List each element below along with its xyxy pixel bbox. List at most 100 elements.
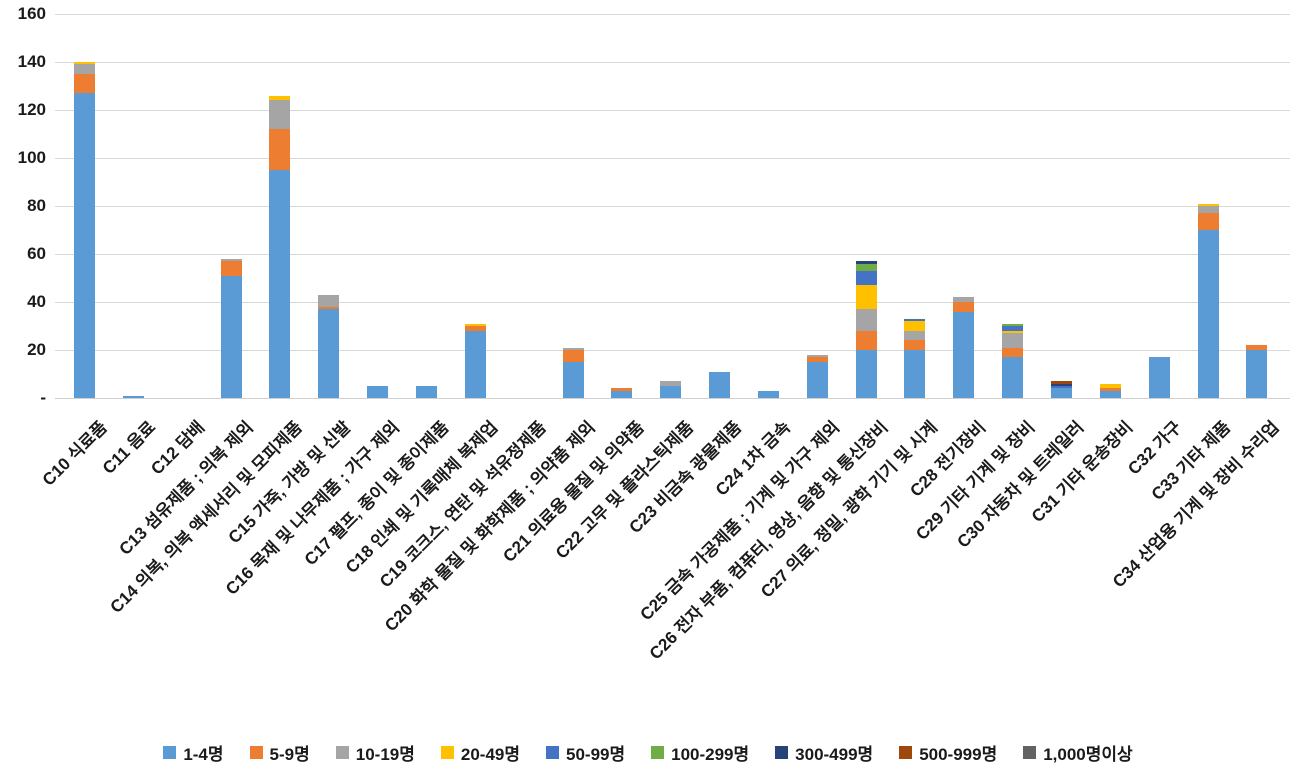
- bar-segment: [855, 261, 877, 264]
- legend-swatch-icon: [1023, 746, 1037, 759]
- legend-label: 500-999명: [919, 745, 998, 764]
- bar-segment: [464, 323, 486, 326]
- legend-item: 500-999명: [899, 740, 997, 765]
- bar-segment: [953, 297, 975, 302]
- y-tick-label: 140: [17, 52, 46, 71]
- legend-item: 1,000명이상: [1023, 740, 1133, 765]
- bar-segment: [269, 100, 291, 130]
- bar-segment: [660, 386, 682, 398]
- bar-segment: [1002, 347, 1024, 358]
- legend-label: 50-99명: [566, 745, 626, 764]
- bar-segment: [904, 330, 926, 341]
- bar-segment: [953, 311, 975, 398]
- bar-segment: [1002, 330, 1024, 334]
- gridline: [55, 14, 1290, 15]
- bar-segment: [855, 270, 877, 286]
- bar-segment: [1051, 383, 1072, 386]
- bar-segment: [855, 309, 877, 331]
- bar-segment: [220, 258, 242, 262]
- y-tick-label: 60: [27, 244, 46, 263]
- bar-segment: [1051, 386, 1072, 389]
- bar-segment: [74, 93, 95, 398]
- bar-segment: [1051, 381, 1072, 384]
- bar-segment: [122, 395, 144, 398]
- legend-label: 1,000명이상: [1043, 745, 1133, 764]
- bar-segment: [464, 330, 486, 398]
- bar-segment: [806, 362, 828, 398]
- bar-segment: [855, 263, 877, 271]
- bar-segment: [318, 294, 340, 307]
- bar-segment: [660, 381, 682, 386]
- legend-swatch-icon: [546, 746, 559, 759]
- bar-segment: [74, 74, 95, 94]
- bar-segment: [855, 350, 877, 398]
- y-tick-label: 40: [27, 292, 46, 311]
- bar-segment: [1099, 390, 1121, 398]
- bar-segment: [1148, 357, 1170, 398]
- legend-label: 20-49명: [460, 745, 520, 764]
- bar-segment: [220, 261, 242, 276]
- legend-item: 1-4명: [163, 740, 224, 765]
- bar-segment: [806, 357, 828, 362]
- bar-segment: [1246, 345, 1268, 350]
- bar-segment: [562, 350, 584, 362]
- bar-segment: [1002, 326, 1024, 331]
- bar-segment: [464, 326, 486, 331]
- legend-label: 5-9명: [269, 745, 310, 764]
- bar-segment: [953, 302, 975, 312]
- bar-segment: [1099, 388, 1121, 391]
- legend-swatch-icon: [163, 746, 177, 759]
- gridline: [55, 206, 1290, 207]
- legend-label: 100-299명: [671, 745, 750, 764]
- legend-swatch-icon: [775, 746, 789, 759]
- bar-segment: [757, 390, 779, 398]
- y-tick-label: 20: [27, 340, 46, 359]
- y-tick-label: 80: [27, 196, 46, 215]
- gridline: [55, 110, 1290, 111]
- legend: 1-4명 5-9명 10-19명 20-49명 50-99명 100-299명 300-49…: [0, 740, 1296, 765]
- bar-segment: [904, 318, 926, 322]
- bar-segment: [611, 388, 633, 391]
- bar-segment: [318, 306, 340, 310]
- legend-item: 50-99명: [546, 740, 625, 765]
- y-tick-label: 100: [17, 148, 46, 167]
- x-category-label: C10 식료품: [38, 417, 111, 490]
- bar-segment: [1197, 213, 1219, 230]
- legend-item: 300-499명: [775, 740, 873, 765]
- bar-segment: [904, 350, 926, 398]
- bar-segment: [855, 285, 877, 310]
- legend-item: 5-9명: [249, 740, 310, 765]
- bar-segment: [269, 95, 291, 101]
- x-axis-line: [55, 398, 1290, 399]
- bar-segment: [1099, 383, 1121, 389]
- gridline: [55, 302, 1290, 303]
- bar-segment: [855, 330, 877, 350]
- legend-swatch-icon: [335, 746, 349, 759]
- bar-segment: [367, 386, 389, 398]
- y-tick-label: -: [40, 388, 46, 407]
- bar-segment: [1002, 333, 1024, 348]
- legend-label: 10-19명: [355, 745, 415, 764]
- bar-segment: [220, 275, 242, 398]
- bar-segment: [904, 321, 926, 331]
- bar-segment: [611, 390, 633, 398]
- bar-segment: [562, 362, 584, 398]
- bar-segment: [1002, 357, 1024, 398]
- y-tick-label: 160: [17, 4, 46, 23]
- gridline: [55, 350, 1290, 351]
- bar-segment: [1246, 350, 1268, 398]
- legend-label: 300-499명: [795, 745, 874, 764]
- legend-swatch-icon: [899, 746, 913, 759]
- y-tick-label: 120: [17, 100, 46, 119]
- bar-segment: [1197, 206, 1219, 214]
- bar-segment: [1051, 388, 1072, 398]
- legend-swatch-icon: [249, 746, 263, 759]
- bar-segment: [1197, 230, 1219, 398]
- legend-item: 100-299명: [651, 740, 749, 765]
- bar-segment: [1197, 203, 1219, 206]
- bar-segment: [269, 170, 291, 398]
- bar-segment: [74, 64, 95, 74]
- bar-segment: [269, 129, 291, 170]
- gridline: [55, 254, 1290, 255]
